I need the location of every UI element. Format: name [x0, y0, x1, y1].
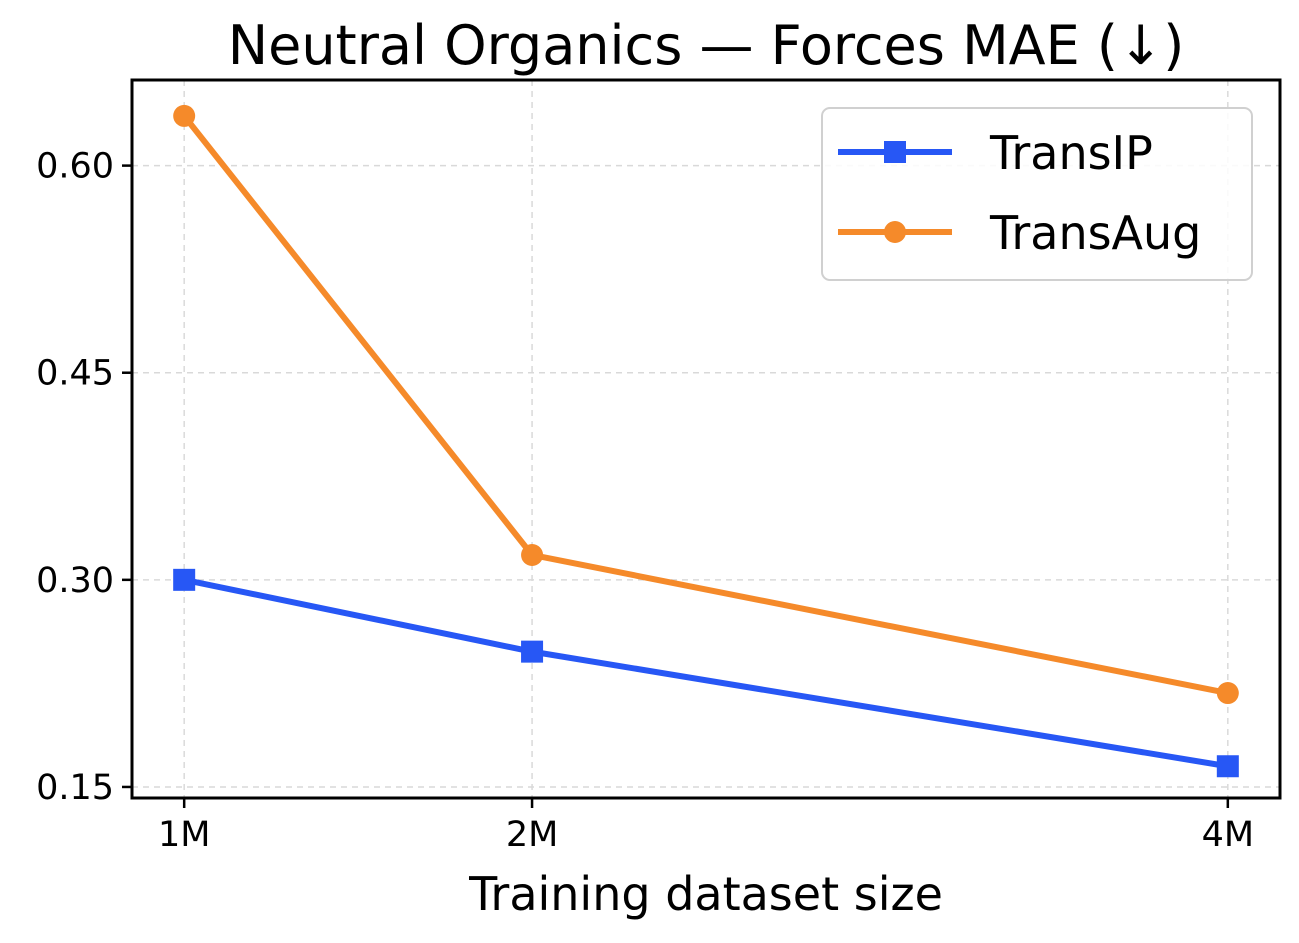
legend-label-transip: TransIP	[989, 126, 1153, 180]
data-point-transaug	[521, 543, 544, 566]
y-tick-label: 0.45	[36, 354, 114, 394]
legend-marker-transip	[884, 141, 906, 163]
x-tick-label: 2M	[506, 815, 558, 855]
axis-ticks: 0.15 0.30 0.45 0.60 1M 2M 4M	[36, 147, 1254, 855]
series-line-transip	[181, 576, 1231, 770]
y-tick-label: 0.60	[36, 147, 114, 187]
data-point-transip	[173, 568, 196, 591]
y-tick-label: 0.15	[36, 768, 114, 808]
data-point-transip	[521, 640, 544, 663]
legend-label-transaug: TransAug	[989, 206, 1201, 260]
x-tick-label: 4M	[1202, 815, 1254, 855]
x-axis-label: Training dataset size	[468, 867, 943, 921]
grid	[132, 80, 1280, 798]
plot-frame	[130, 78, 1282, 800]
y-tick-label: 0.30	[36, 561, 114, 601]
data-point-transip	[1216, 755, 1239, 778]
x-tick-label: 1M	[158, 815, 210, 855]
chart-title: Neutral Organics — Forces MAE (↓)	[228, 14, 1185, 77]
series-layer	[173, 104, 1239, 778]
data-point-transaug	[173, 104, 196, 127]
legend: TransIP TransAug	[821, 107, 1253, 281]
data-point-transaug	[1216, 682, 1239, 705]
legend-marker-transaug	[884, 221, 906, 243]
